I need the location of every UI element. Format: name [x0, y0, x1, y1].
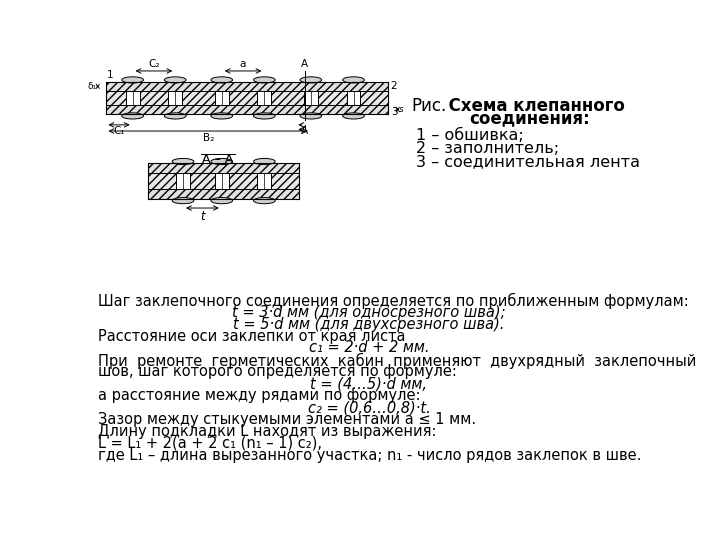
Text: Длину подкладки L находят из выражения:: Длину подкладки L находят из выражения:: [98, 424, 436, 439]
Ellipse shape: [211, 158, 233, 165]
Polygon shape: [258, 173, 271, 189]
Ellipse shape: [343, 77, 364, 83]
Ellipse shape: [300, 77, 322, 83]
Polygon shape: [106, 105, 388, 114]
Text: Зазор между стыкуемыми элементами a ≤ 1 мм.: Зазор между стыкуемыми элементами a ≤ 1 …: [98, 412, 476, 427]
Ellipse shape: [253, 113, 275, 119]
Polygon shape: [148, 164, 300, 173]
Ellipse shape: [122, 77, 143, 83]
Text: Шаг заклепочного соединения определяется по приближенным формулам:: Шаг заклепочного соединения определяется…: [98, 293, 688, 309]
Text: t: t: [200, 210, 204, 222]
Text: где L₁ – длина вырезанного участка; n₁ - число рядов заклепок в шве.: где L₁ – длина вырезанного участка; n₁ -…: [98, 448, 641, 463]
Polygon shape: [215, 173, 229, 189]
Polygon shape: [148, 189, 300, 199]
Text: C₁: C₁: [113, 126, 125, 137]
Text: s: s: [399, 105, 404, 114]
Text: L = L₁ + 2(a + 2 c₁ (n₁ – 1) c₂),: L = L₁ + 2(a + 2 c₁ (n₁ – 1) c₂),: [98, 436, 322, 451]
Text: Рис.: Рис.: [412, 97, 447, 115]
Ellipse shape: [164, 77, 186, 83]
Polygon shape: [126, 91, 140, 105]
Text: t = 5·d мм (для двухсрезного шва).: t = 5·d мм (для двухсрезного шва).: [233, 316, 505, 332]
Polygon shape: [106, 82, 388, 91]
Polygon shape: [176, 173, 190, 189]
Ellipse shape: [211, 77, 233, 83]
Text: c₁ = 2·d + 2 мм.: c₁ = 2·d + 2 мм.: [309, 340, 429, 355]
Polygon shape: [215, 91, 229, 105]
Ellipse shape: [172, 158, 194, 165]
Ellipse shape: [211, 113, 233, 119]
Text: 2 – заполнитель;: 2 – заполнитель;: [415, 141, 559, 156]
Polygon shape: [148, 173, 300, 189]
Text: соединения:: соединения:: [469, 110, 590, 127]
Text: Схема клепанного: Схема клепанного: [437, 97, 625, 115]
Polygon shape: [346, 91, 361, 105]
Text: 3 – соединительная лента: 3 – соединительная лента: [415, 154, 639, 169]
Text: Расстояние оси заклепки от края листа: Расстояние оси заклепки от края листа: [98, 328, 405, 343]
Text: c₂ = (0,6…0,8)·t.: c₂ = (0,6…0,8)·t.: [307, 400, 431, 415]
Text: 1 – обшивка;: 1 – обшивка;: [415, 128, 523, 143]
Ellipse shape: [164, 113, 186, 119]
Text: t = (4…5)·d мм,: t = (4…5)·d мм,: [310, 376, 428, 392]
Ellipse shape: [122, 113, 143, 119]
Ellipse shape: [253, 198, 275, 204]
Ellipse shape: [211, 198, 233, 204]
Text: A: A: [301, 126, 308, 137]
Text: 3: 3: [391, 107, 397, 117]
Text: 2: 2: [391, 80, 397, 91]
Polygon shape: [258, 91, 271, 105]
Text: A: A: [301, 59, 308, 69]
Ellipse shape: [253, 77, 275, 83]
Text: а расстояние между рядами по формуле:: а расстояние между рядами по формуле:: [98, 388, 420, 403]
Text: А – А: А – А: [202, 153, 233, 166]
Polygon shape: [106, 91, 388, 105]
Ellipse shape: [343, 113, 364, 119]
Ellipse shape: [253, 158, 275, 165]
Text: При  ремонте  герметических  кабин  применяют  двухрядный  заклепочный: При ремонте герметических кабин применяю…: [98, 353, 696, 369]
Ellipse shape: [300, 113, 322, 119]
Text: 1: 1: [107, 70, 114, 80]
Text: B₂: B₂: [202, 132, 214, 143]
Text: шов, шаг которого определяется по формуле:: шов, шаг которого определяется по формул…: [98, 364, 456, 379]
Polygon shape: [168, 91, 182, 105]
Text: δ₁: δ₁: [87, 82, 96, 91]
Text: C₂: C₂: [148, 59, 160, 69]
Polygon shape: [304, 91, 318, 105]
Text: a: a: [240, 59, 246, 69]
Ellipse shape: [172, 198, 194, 204]
Text: t = 3·d мм (для односрезного шва);: t = 3·d мм (для односрезного шва);: [233, 305, 505, 320]
